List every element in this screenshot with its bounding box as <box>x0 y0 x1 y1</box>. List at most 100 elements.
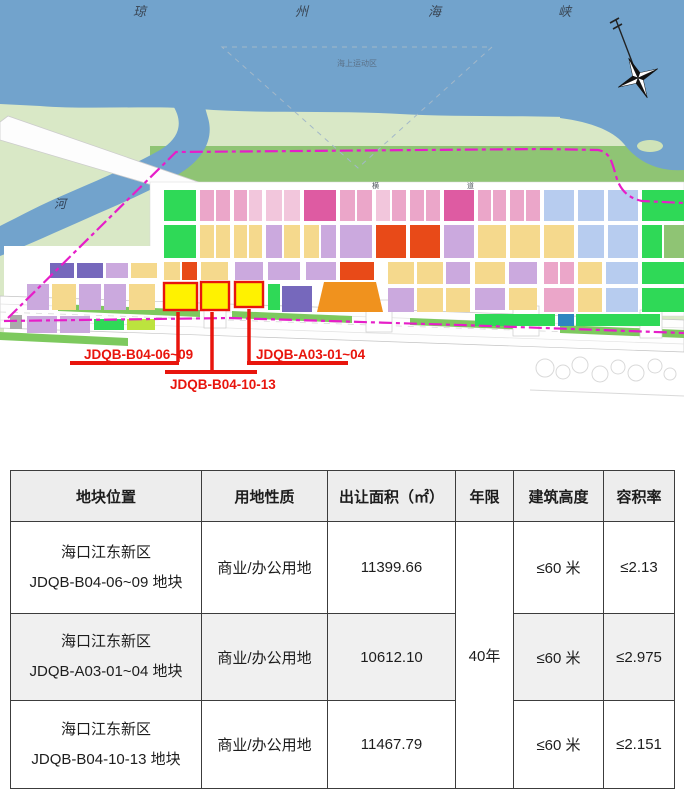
table-row: 海口江东新区 JDQB-B04-06~09 地块 商业/办公用地 11399.6… <box>10 521 675 789</box>
land-parcel <box>216 190 230 221</box>
land-parcel <box>376 190 390 221</box>
land-parcel <box>509 262 537 284</box>
land-parcel <box>340 262 374 280</box>
header-transfer-area: 出让面积（㎡） <box>327 470 456 522</box>
road-name-char: 横 <box>372 181 379 190</box>
cell-height: ≤60 米 <box>513 521 604 614</box>
parcel-info-table: 地块位置 用地性质 出让面积（㎡） 年限 建筑高度 容积率 海口江东新区 JDQ… <box>10 470 675 789</box>
land-parcel <box>392 190 406 221</box>
land-parcel <box>249 225 262 258</box>
land-parcel <box>606 262 638 284</box>
cell-land-use: 商业/办公用地 <box>201 521 328 614</box>
avenue-verge <box>410 318 530 330</box>
highlighted-parcel <box>162 281 199 312</box>
land-parcel <box>417 262 443 284</box>
cell-area: 10612.10 <box>327 613 456 701</box>
marine-zone-outline <box>220 46 494 169</box>
land-parcel <box>234 225 247 258</box>
islet <box>637 140 663 152</box>
land-parcel <box>642 225 662 258</box>
land-parcel <box>200 225 214 258</box>
header-land-use: 用地性质 <box>201 470 328 522</box>
cell-far: ≤2.975 <box>603 613 675 701</box>
land-parcel <box>446 288 470 312</box>
land-parcel <box>478 190 491 221</box>
land-parcel <box>642 262 684 284</box>
land-parcel <box>426 190 440 221</box>
sea-bay <box>560 116 684 171</box>
parcel-callout-label-a03-01-04: JDQB-A03-01~04 <box>256 347 366 362</box>
planning-boundary-lower <box>3 316 684 335</box>
land-parcel <box>493 190 506 221</box>
land-parcel <box>317 282 383 312</box>
header-parcel-location: 地块位置 <box>10 470 202 522</box>
land-parcel <box>266 190 282 221</box>
land-parcel <box>642 288 684 312</box>
land-parcel <box>304 190 336 221</box>
land-parcel <box>446 262 470 284</box>
land-parcel <box>216 225 230 258</box>
planning-map-canvas: 琼州海峡 海上运动区 河 横 道 JDQB-B04-06~09 JDQB-B04… <box>0 0 684 397</box>
land-parcel <box>268 284 280 310</box>
land-parcel <box>182 262 197 280</box>
location-line1: 海口江东新区 <box>60 633 151 650</box>
land-parcel <box>306 262 336 280</box>
location-line1: 海口江东新区 <box>60 543 151 561</box>
parcel-callout-label-b04-06-09: JDQB-B04-06~09 <box>84 347 193 362</box>
land-parcel <box>510 225 540 258</box>
cell-far: ≤2.151 <box>603 700 675 789</box>
land-parcel <box>410 190 424 221</box>
table-row: 海口江东新区 JDQB-A03-01~04 地块 商业/办公用地 10612.1… <box>10 613 675 701</box>
land-parcel <box>94 319 124 330</box>
land-parcel <box>106 263 128 278</box>
land-parcel <box>642 190 684 221</box>
land-parcel <box>340 225 372 258</box>
planning-boundary-upper <box>7 147 684 319</box>
location-line2: JDQB-B04-06~09 地块 <box>29 573 183 591</box>
land-parcel <box>410 225 440 258</box>
land-parcel <box>77 263 103 278</box>
land-parcel <box>475 262 505 284</box>
land-parcel <box>376 225 406 258</box>
avenue-verge <box>0 332 128 346</box>
land-parcel <box>388 288 414 312</box>
land-parcel <box>475 314 555 326</box>
land-parcel <box>131 263 157 278</box>
table-header-row: 地块位置 用地性质 出让面积（㎡） 年限 建筑高度 容积率 <box>10 470 675 522</box>
cell-far: ≤2.13 <box>603 521 675 614</box>
cell-location: 海口江东新区 JDQB-A03-01~04 地块 <box>10 613 202 701</box>
land-parcel <box>608 190 638 221</box>
land-parcel <box>478 225 506 258</box>
river-label: 河 <box>54 197 68 211</box>
land-parcel <box>27 316 57 333</box>
header-plot-ratio: 容积率 <box>603 470 675 522</box>
road-name-char: 道 <box>467 181 474 190</box>
highlighted-parcels-layer <box>162 280 265 312</box>
land-parcel <box>164 262 180 280</box>
land-parcel <box>266 225 282 258</box>
sea <box>0 0 684 126</box>
cell-term: 40年 <box>455 521 514 789</box>
land-parcel <box>164 225 196 258</box>
river <box>0 104 210 256</box>
land-parcel <box>79 284 101 310</box>
location-line2: JDQB-A03-01~04 地块 <box>29 663 183 680</box>
cell-area: 11467.79 <box>327 700 456 789</box>
land-parcel <box>10 315 22 329</box>
land-parcel <box>282 286 312 312</box>
table-row: 海口江东新区 JDQB-B04-10-13 地块 商业/办公用地 11467.7… <box>10 700 675 789</box>
land-parcel <box>268 262 300 280</box>
land-parcel <box>200 190 214 221</box>
land-parcel <box>235 262 263 280</box>
callout-lines <box>70 309 348 374</box>
location-line2: JDQB-B04-10-13 地块 <box>31 750 181 768</box>
land-parcel <box>606 288 638 312</box>
land-parcel <box>249 190 262 221</box>
location-line1: 海口江东新区 <box>60 720 151 738</box>
land-parcel <box>417 288 443 312</box>
land-parcel <box>544 262 558 284</box>
parcel-callout-label-b04-10-13: JDQB-B04-10-13 <box>170 377 276 392</box>
land-parcel <box>164 190 196 221</box>
header-term: 年限 <box>455 470 514 522</box>
